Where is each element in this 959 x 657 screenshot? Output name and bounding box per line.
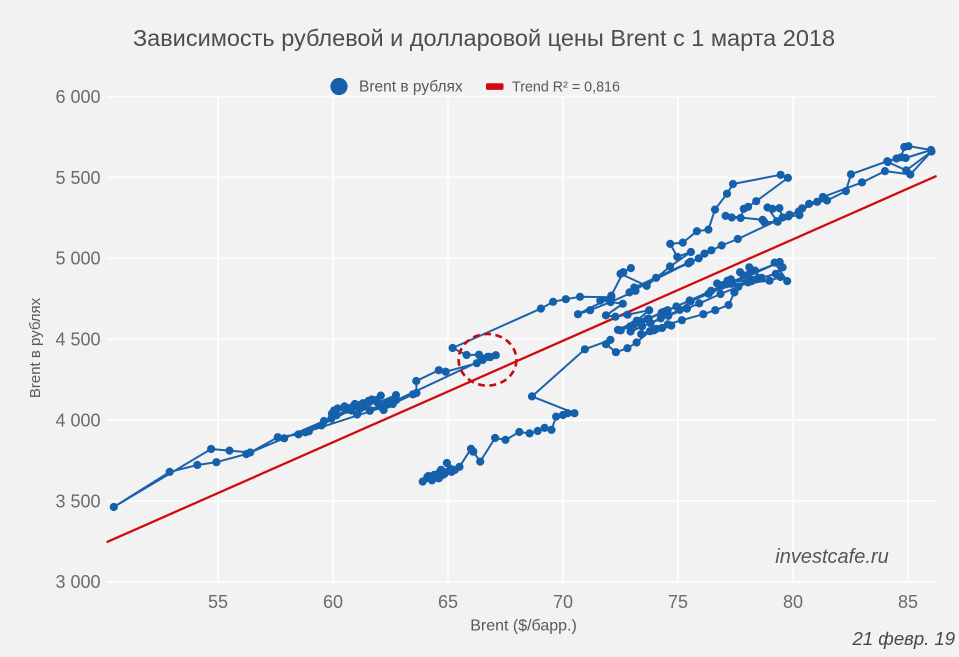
svg-text:Brent ($/барр.): Brent ($/барр.) (470, 618, 577, 635)
svg-text:4 500: 4 500 (55, 330, 100, 350)
svg-text:5 500: 5 500 (55, 168, 100, 188)
svg-text:85: 85 (898, 592, 918, 612)
svg-text:6 000: 6 000 (55, 87, 100, 107)
svg-text:55: 55 (208, 592, 228, 612)
svg-text:65: 65 (438, 592, 458, 612)
svg-text:Trend R² = 0,816: Trend R² = 0,816 (512, 79, 620, 95)
svg-text:21 февр. 19: 21 февр. 19 (852, 628, 955, 649)
svg-text:5 000: 5 000 (55, 249, 100, 269)
svg-text:Brent в рублях: Brent в рублях (27, 297, 44, 398)
svg-text:3 500: 3 500 (55, 491, 100, 511)
svg-text:4 000: 4 000 (55, 411, 100, 431)
svg-text:60: 60 (323, 592, 343, 612)
svg-text:70: 70 (553, 592, 573, 612)
svg-text:80: 80 (783, 592, 803, 612)
svg-text:75: 75 (668, 592, 688, 612)
svg-text:Brent в рублях: Brent в рублях (359, 78, 463, 95)
svg-text:3 000: 3 000 (55, 572, 100, 592)
svg-text:Зависимость рублевой и долларо: Зависимость рублевой и долларовой цены B… (133, 25, 835, 51)
svg-text:investcafe.ru: investcafe.ru (775, 546, 888, 568)
